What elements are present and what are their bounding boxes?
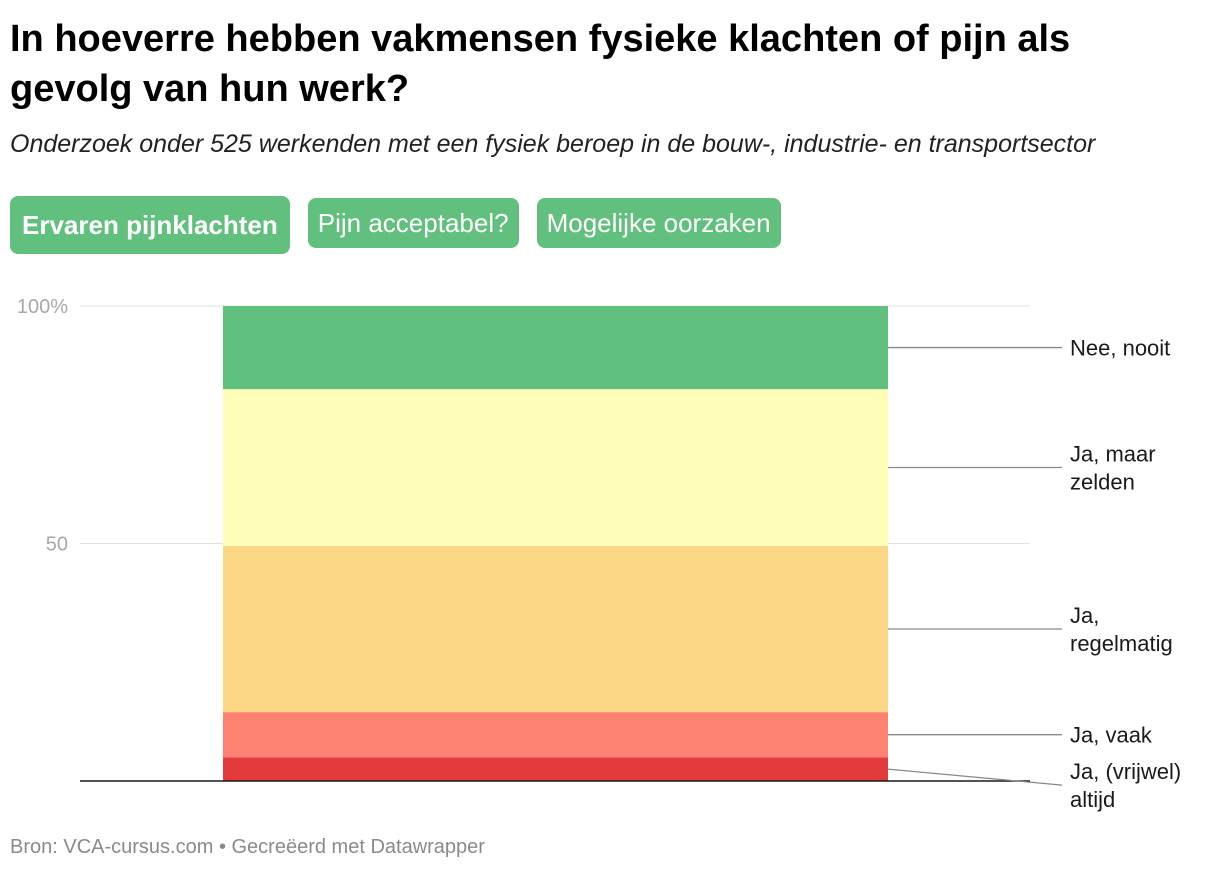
series-label-ja-vrijwel-altijd: Ja, (vrijwel) altijd bbox=[1070, 759, 1181, 812]
series-label-line: Ja, vaak bbox=[1070, 723, 1153, 748]
chart-title: In hoeverre hebben vakmensen fysieke kla… bbox=[10, 18, 1071, 110]
tab-bar: Ervaren pijnklachten Pijn acceptabel? Mo… bbox=[10, 196, 781, 254]
series-label-ja-maar-zelden: Ja, maar zelden bbox=[1070, 442, 1156, 495]
chart-subtitle: Onderzoek onder 525 werkenden met een fy… bbox=[10, 130, 1096, 158]
bar-segment-ja-maar-zelden[interactable] bbox=[223, 389, 888, 546]
source-footer: Bron: VCA-cursus.com • Gecreëerd met Dat… bbox=[10, 836, 485, 858]
y-tick-label-50: 50 bbox=[46, 534, 68, 556]
tab-pijn-acceptabel[interactable]: Pijn acceptabel? bbox=[307, 198, 519, 248]
series-label-line: Ja, maar bbox=[1070, 442, 1156, 467]
series-label-ja-regelmatig: Ja, regelmatig bbox=[1070, 603, 1173, 656]
series-label-line: zelden bbox=[1070, 470, 1135, 495]
bar-segment-ja-vrijwel-altijd[interactable] bbox=[223, 757, 888, 781]
series-label-line: regelmatig bbox=[1070, 631, 1173, 656]
series-label-line: Ja, bbox=[1070, 603, 1099, 628]
bar-segment-ja-vaak[interactable] bbox=[223, 712, 888, 758]
bar-segment-nee-nooit[interactable] bbox=[223, 306, 888, 390]
leader-line-ja-vrijwel-altijd bbox=[887, 768, 1063, 786]
series-label-nee-nooit: Nee, nooit bbox=[1070, 336, 1170, 361]
series-label-line: altijd bbox=[1070, 787, 1115, 812]
series-label-line: Nee, nooit bbox=[1070, 336, 1170, 361]
series-label-ja-vaak: Ja, vaak bbox=[1070, 723, 1153, 748]
bar-segment-ja-regelmatig[interactable] bbox=[223, 545, 888, 713]
y-tick-label-100: 100% bbox=[17, 296, 68, 318]
tab-mogelijke-oorzaken[interactable]: Mogelijke oorzaken bbox=[536, 198, 781, 248]
tab-ervaren-pijnklachten[interactable]: Ervaren pijnklachten bbox=[10, 196, 290, 254]
series-label-line: Ja, (vrijwel) bbox=[1070, 759, 1181, 784]
